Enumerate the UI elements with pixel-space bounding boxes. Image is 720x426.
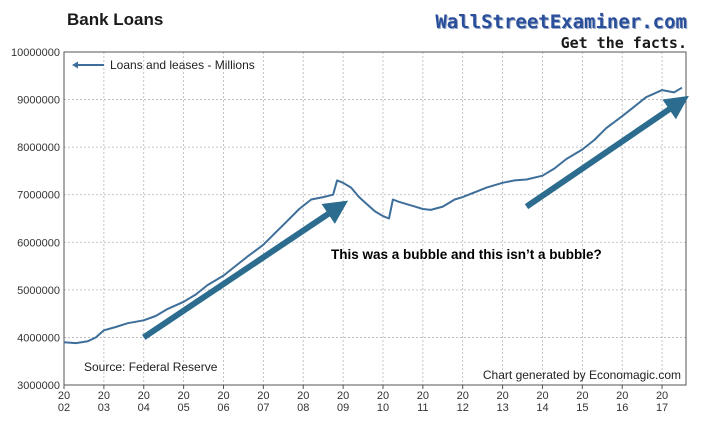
legend-label: Loans and leases - Millions <box>110 58 255 72</box>
legend: Loans and leases - Millions <box>72 58 255 72</box>
x-tick-label-top: 20 <box>377 390 389 402</box>
x-tick-label-top: 20 <box>177 390 189 402</box>
y-tick-label: 4000000 <box>17 332 60 344</box>
trend-arrow <box>142 200 349 340</box>
series-layer <box>63 86 683 345</box>
trend-arrow <box>524 95 689 210</box>
axes: 3000000 4000000 5000000 6000000 7000000 80000… <box>11 47 687 414</box>
x-tick-label-top: 20 <box>257 390 269 402</box>
x-tick-label-bottom: 14 <box>536 402 548 414</box>
x-tick-label-bottom: 02 <box>58 402 70 414</box>
x-tick-label-top: 20 <box>58 390 70 402</box>
x-tick-label-top: 20 <box>576 390 588 402</box>
y-tick-label: 9000000 <box>17 95 60 107</box>
x-tick-label-bottom: 05 <box>177 402 189 414</box>
x-tick-label-top: 20 <box>417 390 429 402</box>
x-tick-label-top: 20 <box>217 390 229 402</box>
trend-arrows <box>142 95 689 340</box>
x-tick-label-bottom: 17 <box>656 402 668 414</box>
plot-frame <box>63 51 687 386</box>
x-tick-label-top: 20 <box>496 390 508 402</box>
chart-title: Bank Loans <box>67 10 164 29</box>
y-tick-label: 8000000 <box>17 142 60 154</box>
x-tick-label-bottom: 13 <box>496 402 508 414</box>
x-tick-label-bottom: 07 <box>257 402 269 414</box>
x-tick-label-bottom: 16 <box>616 402 628 414</box>
x-tick-label-bottom: 03 <box>98 402 110 414</box>
x-tick-label-bottom: 10 <box>377 402 389 414</box>
x-tick-label-bottom: 11 <box>417 402 428 414</box>
x-tick-label-bottom: 04 <box>138 402 150 414</box>
x-tick-label-top: 20 <box>337 390 349 402</box>
legend-arrow-icon <box>72 61 78 69</box>
x-tick-label-bottom: 06 <box>217 402 229 414</box>
y-tick-label: 7000000 <box>17 190 60 202</box>
generator-credit: Chart generated by Economagic.com <box>483 368 681 382</box>
x-tick-label-top: 20 <box>656 390 668 402</box>
y-tick-label: 6000000 <box>17 237 60 249</box>
y-tick-label: 3000000 <box>17 380 60 392</box>
x-tick-label-bottom: 15 <box>576 402 588 414</box>
x-tick-label-top: 20 <box>297 390 309 402</box>
grid-lines <box>63 51 686 386</box>
x-tick-label-top: 20 <box>616 390 628 402</box>
x-tick-label-bottom: 08 <box>297 402 309 414</box>
y-tick-label: 10000000 <box>11 47 60 59</box>
x-tick-label-top: 20 <box>98 390 110 402</box>
brand-tagline: Get the facts. <box>560 34 687 52</box>
x-tick-label-top: 20 <box>457 390 469 402</box>
brand-logo-text: WallStreetExaminer.com <box>435 11 687 33</box>
x-tick-label-top: 20 <box>138 390 150 402</box>
source-note: Source: Federal Reserve <box>84 360 218 374</box>
annotation-layer: Loans and leases - Millions This was a bu… <box>72 58 681 382</box>
x-tick-label-bottom: 09 <box>337 402 349 414</box>
series-line <box>63 86 683 345</box>
y-tick-label: 5000000 <box>17 285 60 297</box>
x-tick-label-top: 20 <box>536 390 548 402</box>
bubble-annotation: This was a bubble and this isn’t a bubbl… <box>331 247 602 262</box>
x-tick-label-bottom: 12 <box>457 402 469 414</box>
